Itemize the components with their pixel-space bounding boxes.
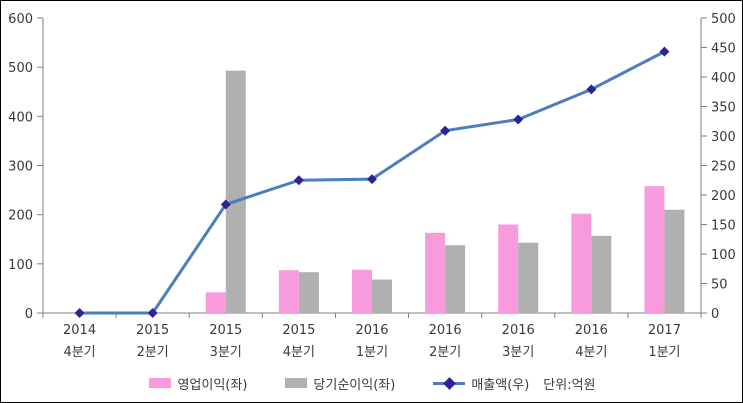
operating-profit-swatch <box>149 378 172 388</box>
right-axis-tick-label: 50 <box>711 278 728 293</box>
x-category-quarter-label: 4분기 <box>283 345 315 360</box>
x-category-year-label: 2017 <box>648 323 681 338</box>
left-axis-tick-label: 0 <box>25 307 33 322</box>
operating-profit-bar <box>425 232 446 313</box>
left-axis-tick-label: 500 <box>8 61 33 76</box>
net-profit-bar <box>664 209 685 313</box>
chart-legend: 영업이익(좌) 당기순이익(좌) 매출액(우) 단위:억원 <box>1 367 742 399</box>
legend-item-revenue: 매출액(우) 단위:억원 <box>433 374 596 393</box>
legend-item-net-profit: 당기순이익(좌) <box>285 374 395 393</box>
revenue-marker <box>659 46 670 57</box>
right-axis-tick-label: 250 <box>711 160 736 175</box>
x-category-year-label: 2015 <box>209 323 242 338</box>
x-category-quarter-label: 4분기 <box>575 345 607 360</box>
legend-item-operating-profit: 영업이익(좌) <box>149 374 247 393</box>
unit-label: 단위:억원 <box>543 377 596 393</box>
net-profit-swatch <box>285 378 308 388</box>
left-axis-tick-label: 600 <box>8 12 33 27</box>
net-profit-legend-label: 당기순이익(좌) <box>313 377 396 393</box>
x-category-year-label: 2014 <box>63 323 96 338</box>
left-axis-tick-label: 300 <box>8 160 33 175</box>
revenue-marker <box>367 174 377 185</box>
x-category-year-label: 2016 <box>355 323 388 338</box>
revenue-marker <box>440 125 451 136</box>
revenue-diamond-icon <box>443 376 457 390</box>
x-category-year-label: 2016 <box>575 323 608 338</box>
x-category-quarter-label: 3분기 <box>502 345 534 360</box>
x-category-year-label: 2015 <box>136 323 169 338</box>
operating-profit-bar <box>205 292 226 313</box>
revenue-marker <box>220 199 231 210</box>
left-axis-tick-label: 100 <box>8 258 33 273</box>
net-profit-bar <box>225 70 246 313</box>
net-profit-bar <box>518 242 539 313</box>
x-category-quarter-label: 4분기 <box>63 345 95 360</box>
operating-profit-bar <box>278 270 299 313</box>
x-category-year-label: 2016 <box>429 323 462 338</box>
left-axis-tick-label: 200 <box>8 209 33 224</box>
x-category-year-label: 2015 <box>282 323 315 338</box>
x-category-quarter-label: 2분기 <box>429 345 461 360</box>
revenue-line-swatch <box>433 376 466 390</box>
left-axis-tick-label: 400 <box>8 110 33 125</box>
net-profit-bar <box>372 279 392 313</box>
revenue-marker <box>74 308 85 318</box>
operating-profit-bar <box>352 269 372 313</box>
operating-profit-legend-label: 영업이익(좌) <box>177 377 248 393</box>
operating-profit-bar <box>498 224 519 313</box>
right-axis-tick-label: 450 <box>711 42 736 57</box>
net-profit-bar <box>445 245 466 313</box>
right-axis-tick-label: 200 <box>711 189 736 204</box>
x-category-quarter-label: 1분기 <box>648 345 680 360</box>
x-category-quarter-label: 1분기 <box>356 345 388 360</box>
revenue-marker <box>293 175 304 186</box>
net-profit-bar <box>591 235 612 313</box>
operating-profit-bar <box>571 213 592 313</box>
right-axis-tick-label: 100 <box>711 248 736 263</box>
x-category-quarter-label: 2분기 <box>137 345 169 360</box>
revenue-marker <box>147 308 158 318</box>
right-axis-tick-label: 150 <box>711 219 736 234</box>
operating-profit-bar <box>644 186 665 313</box>
right-axis-tick-label: 400 <box>711 71 736 86</box>
net-profit-bar <box>298 272 319 313</box>
revenue-marker <box>513 114 524 125</box>
revenue-legend-label: 매출액(우) <box>471 377 530 393</box>
right-axis-tick-label: 350 <box>711 101 736 116</box>
right-axis-tick-label: 500 <box>711 12 736 27</box>
right-axis-tick-label: 0 <box>711 307 719 322</box>
revenue-marker <box>586 84 597 95</box>
x-category-year-label: 2016 <box>502 323 535 338</box>
x-category-quarter-label: 3분기 <box>210 345 242 360</box>
right-axis-tick-label: 300 <box>711 130 736 145</box>
